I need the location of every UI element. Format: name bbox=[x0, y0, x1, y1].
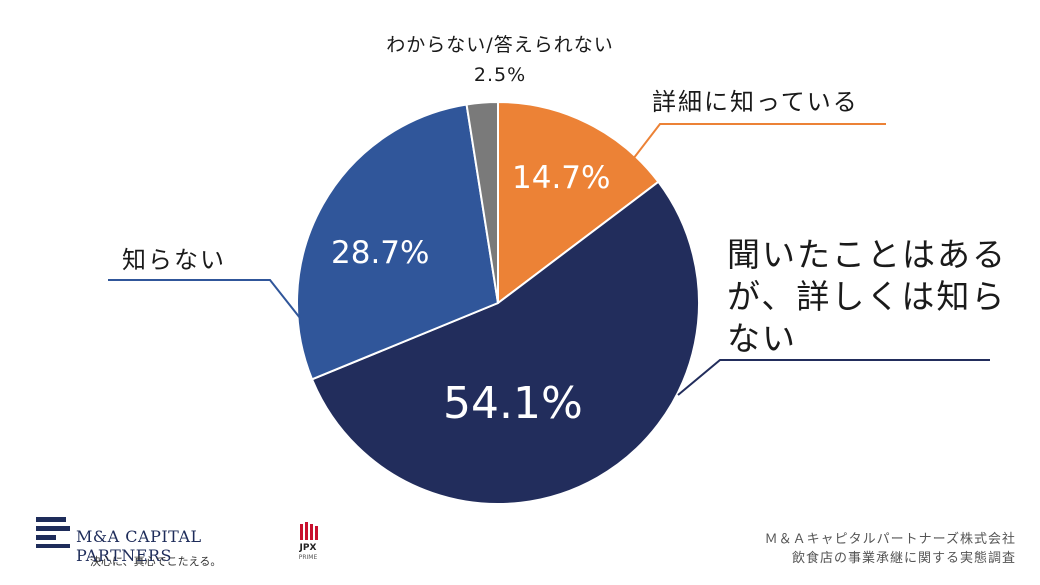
label-dontknow: 知らない bbox=[122, 246, 226, 274]
value-label-heard: 54.1% bbox=[443, 378, 583, 429]
company-logo-mark-icon bbox=[36, 517, 70, 548]
label-unknown: わからない/答えられない 2.5% bbox=[340, 30, 660, 90]
source-note: Ｍ＆Ａキャピタルパートナーズ株式会社 飲食店の事業承継に関する実態調査 bbox=[765, 530, 1016, 568]
label-heard: 聞いたことはあるが、詳しくは知らない bbox=[727, 235, 1007, 358]
label-unknown-text: わからない/答えられない bbox=[386, 34, 614, 56]
jpx-sub-label: PRIME bbox=[298, 554, 318, 561]
jpx-label: JPX bbox=[299, 543, 317, 553]
jpx-prime-logo: JPX PRIME bbox=[288, 521, 328, 565]
jpx-mark-icon bbox=[300, 522, 318, 540]
value-label-detailed: 14.7% bbox=[512, 160, 611, 196]
source-company: Ｍ＆Ａキャピタルパートナーズ株式会社 bbox=[764, 532, 1016, 547]
company-logo-name: M&A CAPITAL PARTNERS bbox=[76, 527, 202, 565]
pie-slice-heard bbox=[310, 180, 700, 505]
leader-line-heard bbox=[677, 359, 990, 396]
label-unknown-value: 2.5% bbox=[473, 64, 527, 86]
company-logo-tagline: 決心に、真心でこたえる。 bbox=[90, 555, 222, 568]
pie-slice-unknown bbox=[465, 100, 499, 304]
pie-slice-dontknow bbox=[296, 103, 500, 381]
leader-line-detailed bbox=[629, 123, 886, 164]
label-detailed: 詳細に知っている bbox=[652, 88, 859, 116]
leader-line-dontknow bbox=[108, 279, 301, 319]
company-logo: M&A CAPITAL PARTNERS 決心に、真心でこたえる。 bbox=[32, 513, 272, 573]
pie-slice-detailed bbox=[497, 100, 660, 306]
value-label-dontknow: 28.7% bbox=[331, 235, 430, 271]
source-survey: 飲食店の事業承継に関する実態調査 bbox=[791, 551, 1016, 566]
